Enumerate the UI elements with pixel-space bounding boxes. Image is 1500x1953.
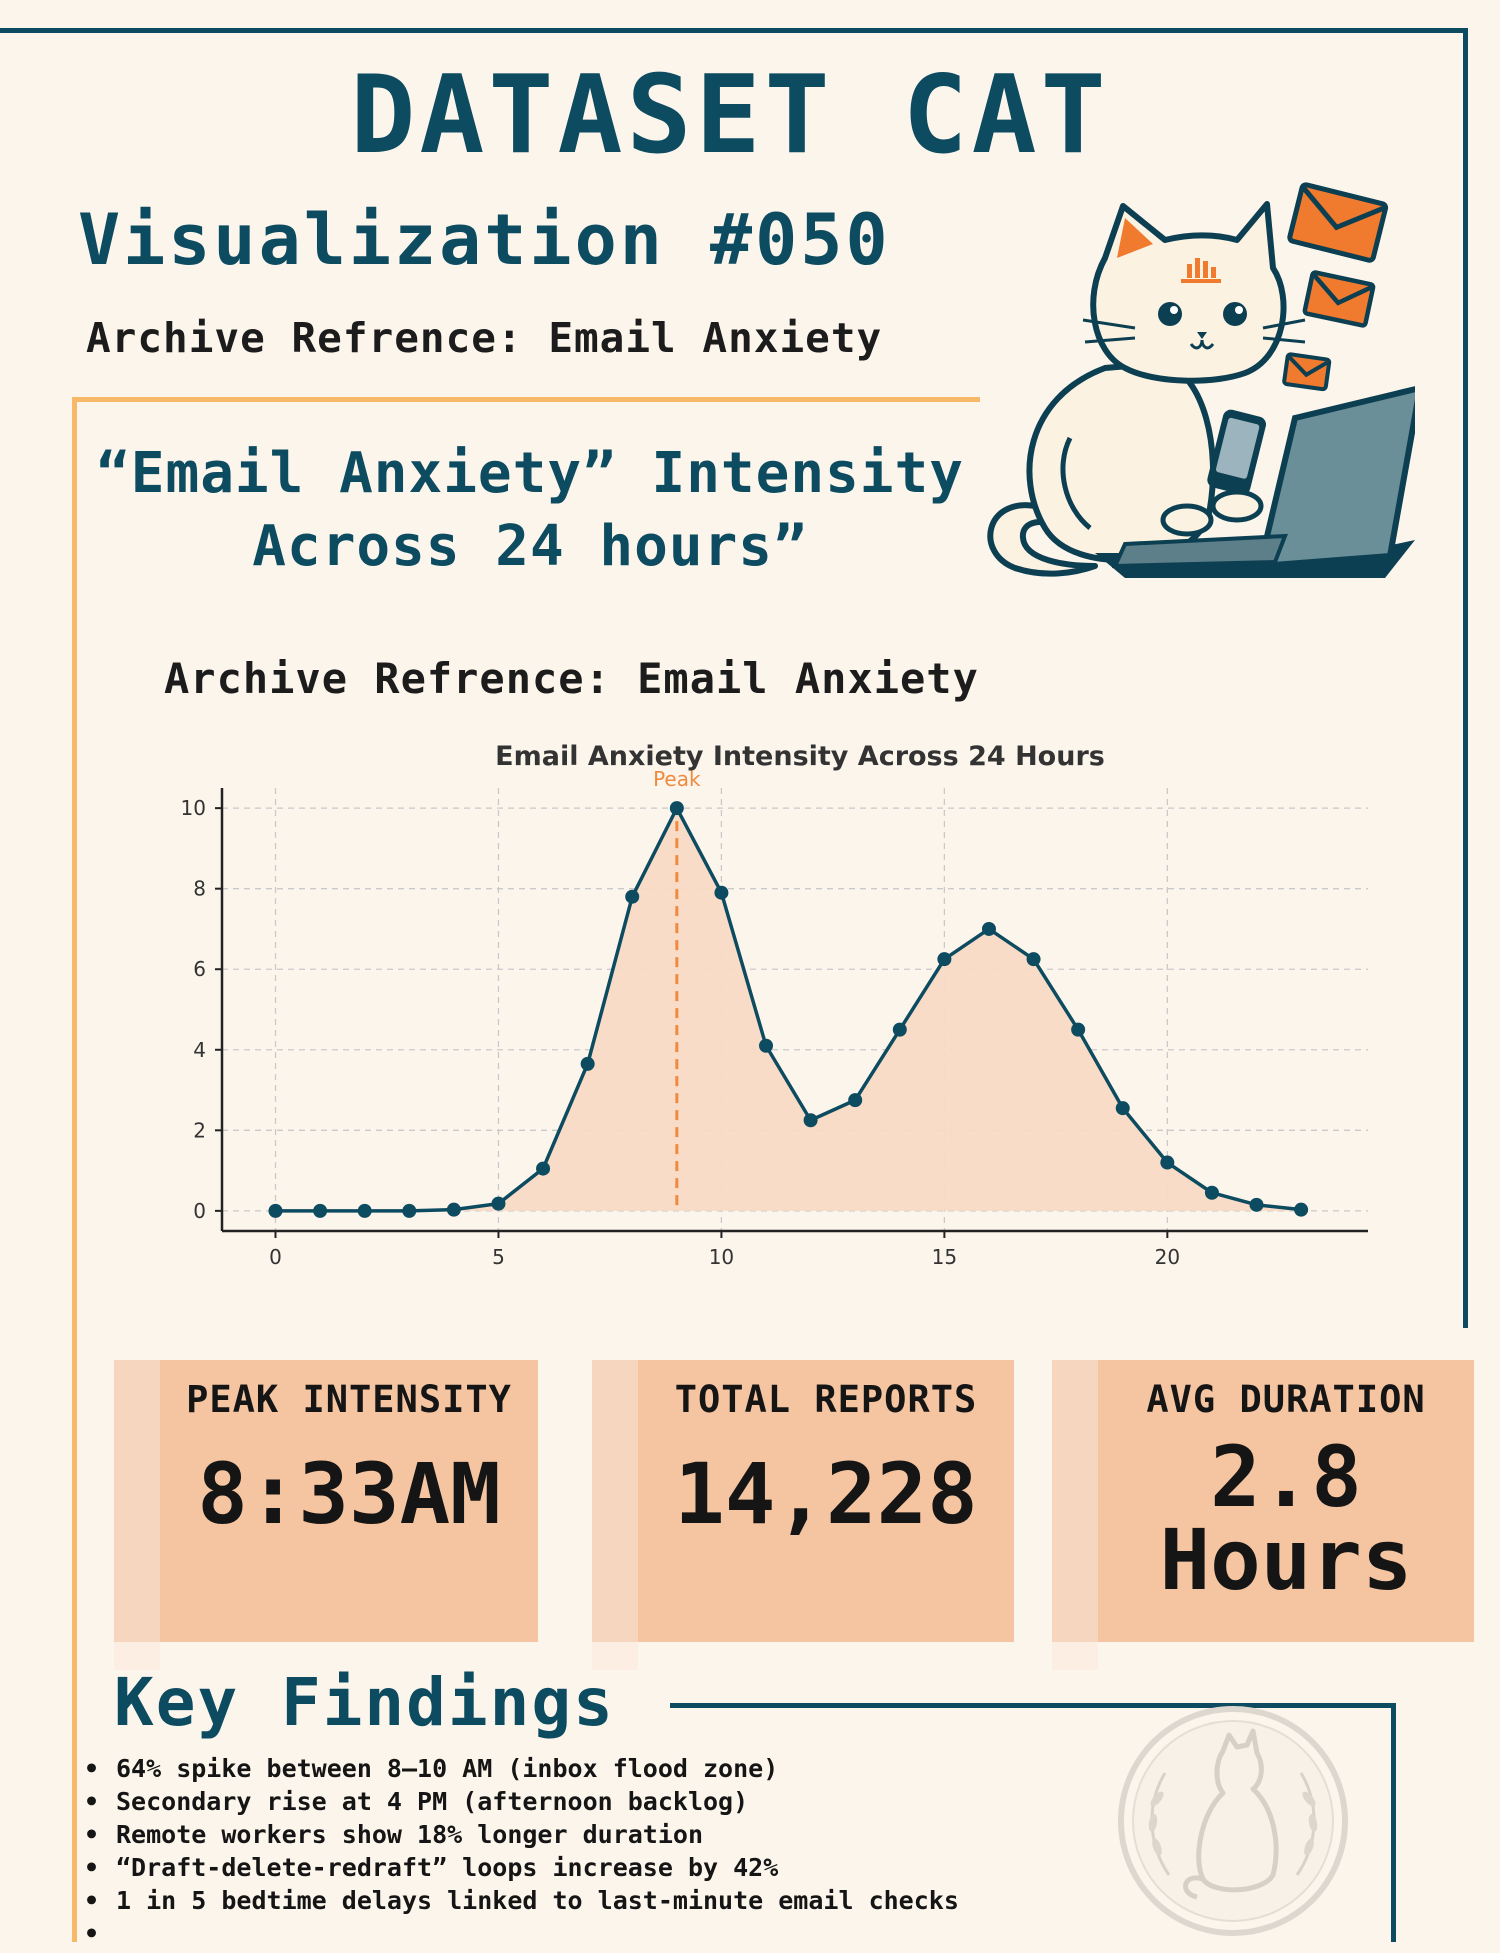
y-tick-label: 0 bbox=[193, 1199, 206, 1223]
data-point bbox=[536, 1161, 551, 1176]
panel-left-border bbox=[72, 397, 77, 1942]
archive-reference: Archive Refrence: Email Anxiety bbox=[86, 314, 883, 362]
x-tick-label: 5 bbox=[492, 1245, 505, 1269]
stat-value: 14,228 bbox=[674, 1445, 978, 1543]
data-point bbox=[1115, 1101, 1130, 1116]
y-tick-label: 2 bbox=[193, 1118, 206, 1142]
stat-card-total-reports: TOTAL REPORTS 14,228 bbox=[592, 1360, 1014, 1670]
stat-card-peak-intensity: PEAK INTENSITY 8:33AM bbox=[114, 1360, 538, 1670]
x-tick-label: 0 bbox=[269, 1245, 282, 1269]
data-point bbox=[803, 1113, 818, 1128]
data-point bbox=[1071, 1022, 1086, 1037]
y-tick-label: 4 bbox=[193, 1038, 206, 1062]
data-point bbox=[625, 889, 640, 904]
data-point bbox=[714, 885, 729, 900]
visualization-number: Visualization #050 bbox=[78, 199, 891, 281]
panel-heading-line1: “Email Anxiety” Intensity bbox=[96, 441, 964, 506]
data-point bbox=[892, 1022, 907, 1037]
peak-annotation-label: Peak bbox=[653, 767, 701, 791]
data-point bbox=[1026, 952, 1041, 967]
stat-value: 2.8 bbox=[1210, 1428, 1362, 1526]
data-point bbox=[268, 1203, 283, 1218]
data-point bbox=[759, 1038, 774, 1053]
data-point bbox=[848, 1093, 863, 1108]
y-tick-label: 6 bbox=[193, 957, 206, 981]
list-item: Secondary rise at 4 PM (afternoon backlo… bbox=[84, 1785, 959, 1818]
x-tick-label: 20 bbox=[1155, 1245, 1180, 1269]
stat-label: AVG DURATION bbox=[1146, 1378, 1426, 1421]
page-title: DATASET CAT bbox=[350, 53, 1110, 178]
data-point bbox=[580, 1056, 595, 1071]
y-tick-label: 10 bbox=[181, 796, 206, 820]
anxiety-chart: Email Anxiety Intensity Across 24 Hours … bbox=[181, 741, 1368, 1269]
data-point bbox=[1160, 1155, 1175, 1170]
envelope-icon bbox=[1282, 352, 1332, 392]
data-point bbox=[491, 1196, 506, 1211]
data-point bbox=[357, 1203, 372, 1218]
stat-card-avg-duration: AVG DURATION 2.8 Hours bbox=[1052, 1360, 1474, 1670]
panel-heading-line2: Across 24 hours” bbox=[252, 513, 808, 579]
data-point bbox=[1249, 1197, 1264, 1212]
data-point bbox=[981, 921, 996, 936]
data-point bbox=[1294, 1202, 1309, 1217]
list-item bbox=[84, 1917, 959, 1950]
data-point bbox=[1204, 1185, 1219, 1200]
right-border bbox=[1463, 28, 1468, 1328]
data-point bbox=[669, 801, 684, 816]
data-point bbox=[402, 1203, 417, 1218]
key-findings-title: Key Findings bbox=[114, 1664, 615, 1741]
stat-label: PEAK INTENSITY bbox=[186, 1378, 512, 1421]
chart-title: Email Anxiety Intensity Across 24 Hours bbox=[495, 741, 1105, 772]
list-item: “Draft-delete-redraft” loops increase by… bbox=[84, 1851, 959, 1884]
cat-seal-icon bbox=[1118, 1706, 1348, 1936]
top-border bbox=[0, 28, 1468, 33]
data-point bbox=[937, 952, 952, 967]
panel-top-border bbox=[72, 397, 980, 402]
key-findings-list: 64% spike between 8–10 AM (inbox flood z… bbox=[84, 1752, 959, 1950]
stat-label: TOTAL REPORTS bbox=[674, 1378, 978, 1421]
panel-archive-reference: Archive Refrence: Email Anxiety bbox=[164, 654, 979, 703]
envelope-icon bbox=[1287, 182, 1389, 263]
x-tick-label: 15 bbox=[932, 1245, 957, 1269]
list-item: 64% spike between 8–10 AM (inbox flood z… bbox=[84, 1752, 959, 1785]
findings-right-border bbox=[1391, 1703, 1396, 1942]
envelope-icon bbox=[1302, 270, 1376, 328]
x-tick-label: 10 bbox=[709, 1245, 734, 1269]
series-area bbox=[275, 808, 1302, 1211]
findings-top-border bbox=[670, 1703, 1396, 1708]
list-item: 1 in 5 bedtime delays linked to last-min… bbox=[84, 1884, 959, 1917]
data-point bbox=[313, 1203, 328, 1218]
stat-value: 8:33AM bbox=[197, 1445, 501, 1543]
y-tick-label: 8 bbox=[193, 877, 206, 901]
cat-with-laptop-icon bbox=[987, 182, 1415, 578]
stat-value-unit: Hours bbox=[1159, 1511, 1413, 1609]
list-item: Remote workers show 18% longer duration bbox=[84, 1818, 959, 1851]
series-line bbox=[275, 806, 1302, 1213]
data-point bbox=[446, 1202, 461, 1217]
panel-heading: “Email Anxiety” Intensity Across 24 hour… bbox=[90, 438, 970, 584]
